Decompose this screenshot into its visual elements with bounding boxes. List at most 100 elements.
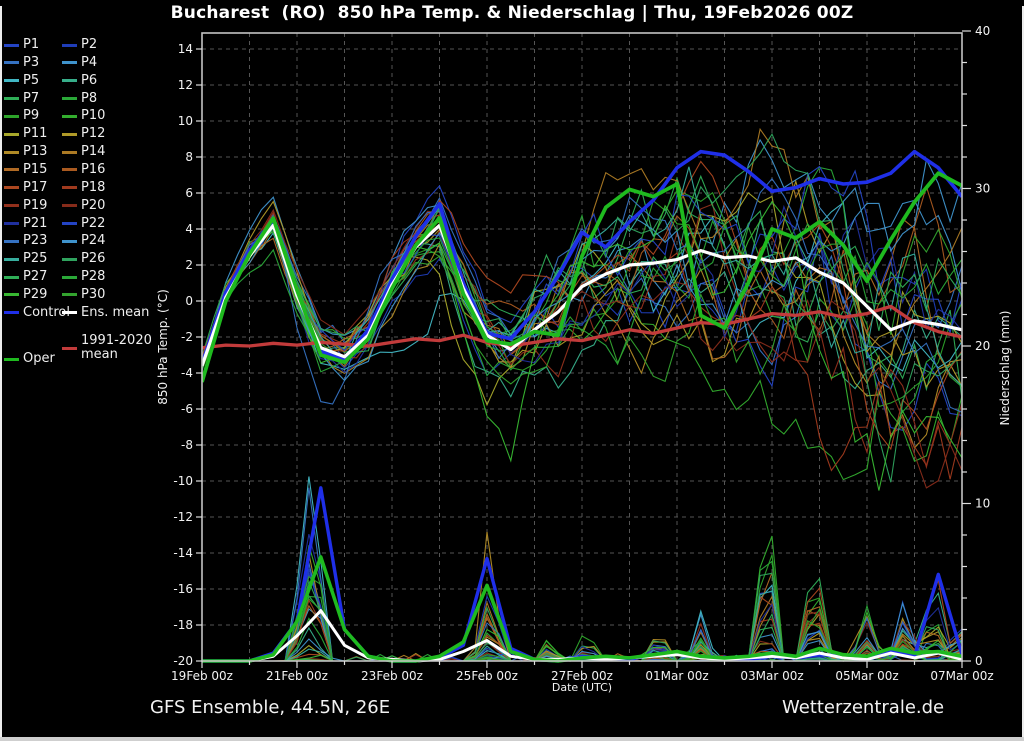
legend-item-p1: P1: [4, 38, 39, 52]
x-axis-title: Date (UTC): [551, 681, 613, 694]
legend-label: P20: [81, 197, 106, 213]
right-tick-label: 20: [975, 339, 990, 353]
x-tick-label: 19Feb 00z: [171, 669, 233, 683]
legend-label: P26: [81, 251, 106, 267]
legend-line-swatch: [62, 293, 77, 297]
left-tick-label: 12: [178, 78, 193, 92]
legend-line-swatch: [62, 346, 77, 350]
legend-line-swatch: [62, 204, 77, 208]
legend-item-p11: P11: [4, 127, 47, 141]
legend-item-p19: P19: [4, 197, 48, 213]
legend-label: P18: [81, 179, 106, 195]
legend-label: Control: [23, 304, 70, 320]
legend-line-swatch: [4, 311, 19, 315]
legend-item-p23: P23: [4, 234, 47, 248]
legend-item-oper: Oper: [4, 352, 55, 366]
legend-label: P3: [23, 54, 40, 70]
legend-label: P28: [81, 269, 106, 285]
right-tick-label: 10: [975, 497, 990, 511]
legend-line-swatch: [62, 222, 77, 225]
left-tick-label: -4: [181, 366, 193, 380]
legend-line-swatch: [4, 79, 19, 83]
legend-label: P1: [23, 37, 40, 52]
legend-line-swatch: [4, 61, 19, 65]
legend-line-swatch: [62, 168, 77, 172]
left-tick-label: 4: [185, 222, 193, 236]
left-tick-label: 0: [185, 294, 193, 308]
legend-item-p22: P22: [62, 215, 106, 231]
climate-mean-line: [202, 304, 962, 350]
legend-item-ens-mean: Ens. mean: [62, 305, 149, 320]
chart-title: Bucharest (RO) 850 hPa Temp. & Niedersch…: [170, 3, 854, 23]
legend-line-swatch: [62, 132, 77, 136]
legend-label: 1991-2020 mean: [81, 333, 152, 362]
legend-line-swatch: [4, 239, 19, 243]
page-border-right: [1022, 6, 1024, 741]
x-tick-label: 25Feb 00z: [456, 669, 518, 683]
ensemble-member-temp-line: [202, 177, 962, 413]
legend-label: P29: [23, 286, 48, 302]
right-tick-label: 0: [975, 654, 983, 668]
left-tick-label: -18: [173, 618, 193, 632]
left-tick-label: -12: [173, 510, 193, 524]
legend-item-p2: P2: [62, 38, 97, 52]
legend-label: P2: [81, 37, 98, 52]
legend-label: P5: [23, 72, 40, 88]
legend-item-p17: P17: [4, 179, 48, 195]
legend-line-swatch: [4, 275, 19, 279]
ensemble-member-temp-line: [202, 222, 962, 373]
legend-line-swatch: [62, 97, 77, 101]
legend-label: P6: [81, 72, 98, 88]
page-border-left: [0, 6, 2, 741]
legend-item-p25: P25: [4, 252, 47, 266]
left-tick-label: -8: [181, 438, 193, 452]
legend-line-swatch: [4, 293, 19, 297]
ensemble-member-temp-line: [202, 184, 962, 363]
right-tick-label: 30: [975, 182, 990, 196]
legend-item-p27: P27: [4, 270, 47, 284]
left-tick-label: -16: [173, 582, 193, 596]
legend-label: P4: [81, 54, 98, 70]
legend-line-swatch: [4, 114, 19, 118]
legend-item-p13: P13: [4, 145, 47, 159]
legend-label: P17: [23, 179, 48, 195]
legend-label: P22: [81, 215, 106, 231]
x-tick-label: 05Mar 00z: [835, 669, 898, 683]
legend-label: P15: [23, 161, 48, 177]
legend-item-p3: P3: [4, 54, 40, 70]
legend-item-p21: P21: [4, 216, 47, 231]
legend-line-swatch: [4, 132, 19, 136]
legend-line-swatch: [62, 239, 77, 243]
ensemble-legend: P1 P2 P3 P4 P5 P6 P7 P8 P9 P10 P11 P12 P13 P14 P15 P16 P…: [0, 0, 160, 400]
legend-label: P23: [23, 233, 48, 249]
legend-label: P11: [23, 126, 48, 142]
legend-label: P27: [23, 269, 48, 285]
legend-item-p10: P10: [62, 109, 105, 123]
control-line: [202, 149, 962, 365]
legend-item-p24: P24: [62, 234, 105, 248]
legend-item-control: Control: [4, 304, 70, 320]
model-info-label: GFS Ensemble, 44.5N, 26E: [150, 697, 391, 718]
legend-line-swatch: [4, 97, 19, 101]
legend-label: P10: [81, 108, 106, 124]
legend-line-swatch: [4, 357, 19, 361]
left-tick-label: -2: [181, 330, 193, 344]
left-tick-label: -6: [181, 402, 193, 416]
legend-label: P12: [81, 126, 106, 142]
legend-item-p20: P20: [62, 197, 106, 213]
legend-item-p16: P16: [62, 162, 105, 177]
left-tick-label: 2: [185, 258, 193, 272]
legend-item-p9: P9: [4, 109, 39, 123]
legend-line-swatch: [62, 186, 77, 190]
ensemble-member-temp-line: [202, 138, 962, 358]
legend-line-swatch: [4, 43, 19, 47]
legend-item-p15: P15: [4, 161, 48, 177]
legend-line-swatch: [4, 186, 19, 190]
legend-label: P19: [23, 197, 48, 213]
legend-line-swatch: [62, 114, 77, 118]
left-tick-label: 6: [185, 186, 193, 200]
x-tick-label: 07Mar 00z: [930, 669, 993, 683]
legend-item-p18: P18: [62, 179, 106, 195]
left-axis-title: 850 hPa Temp. (°C): [156, 289, 170, 405]
